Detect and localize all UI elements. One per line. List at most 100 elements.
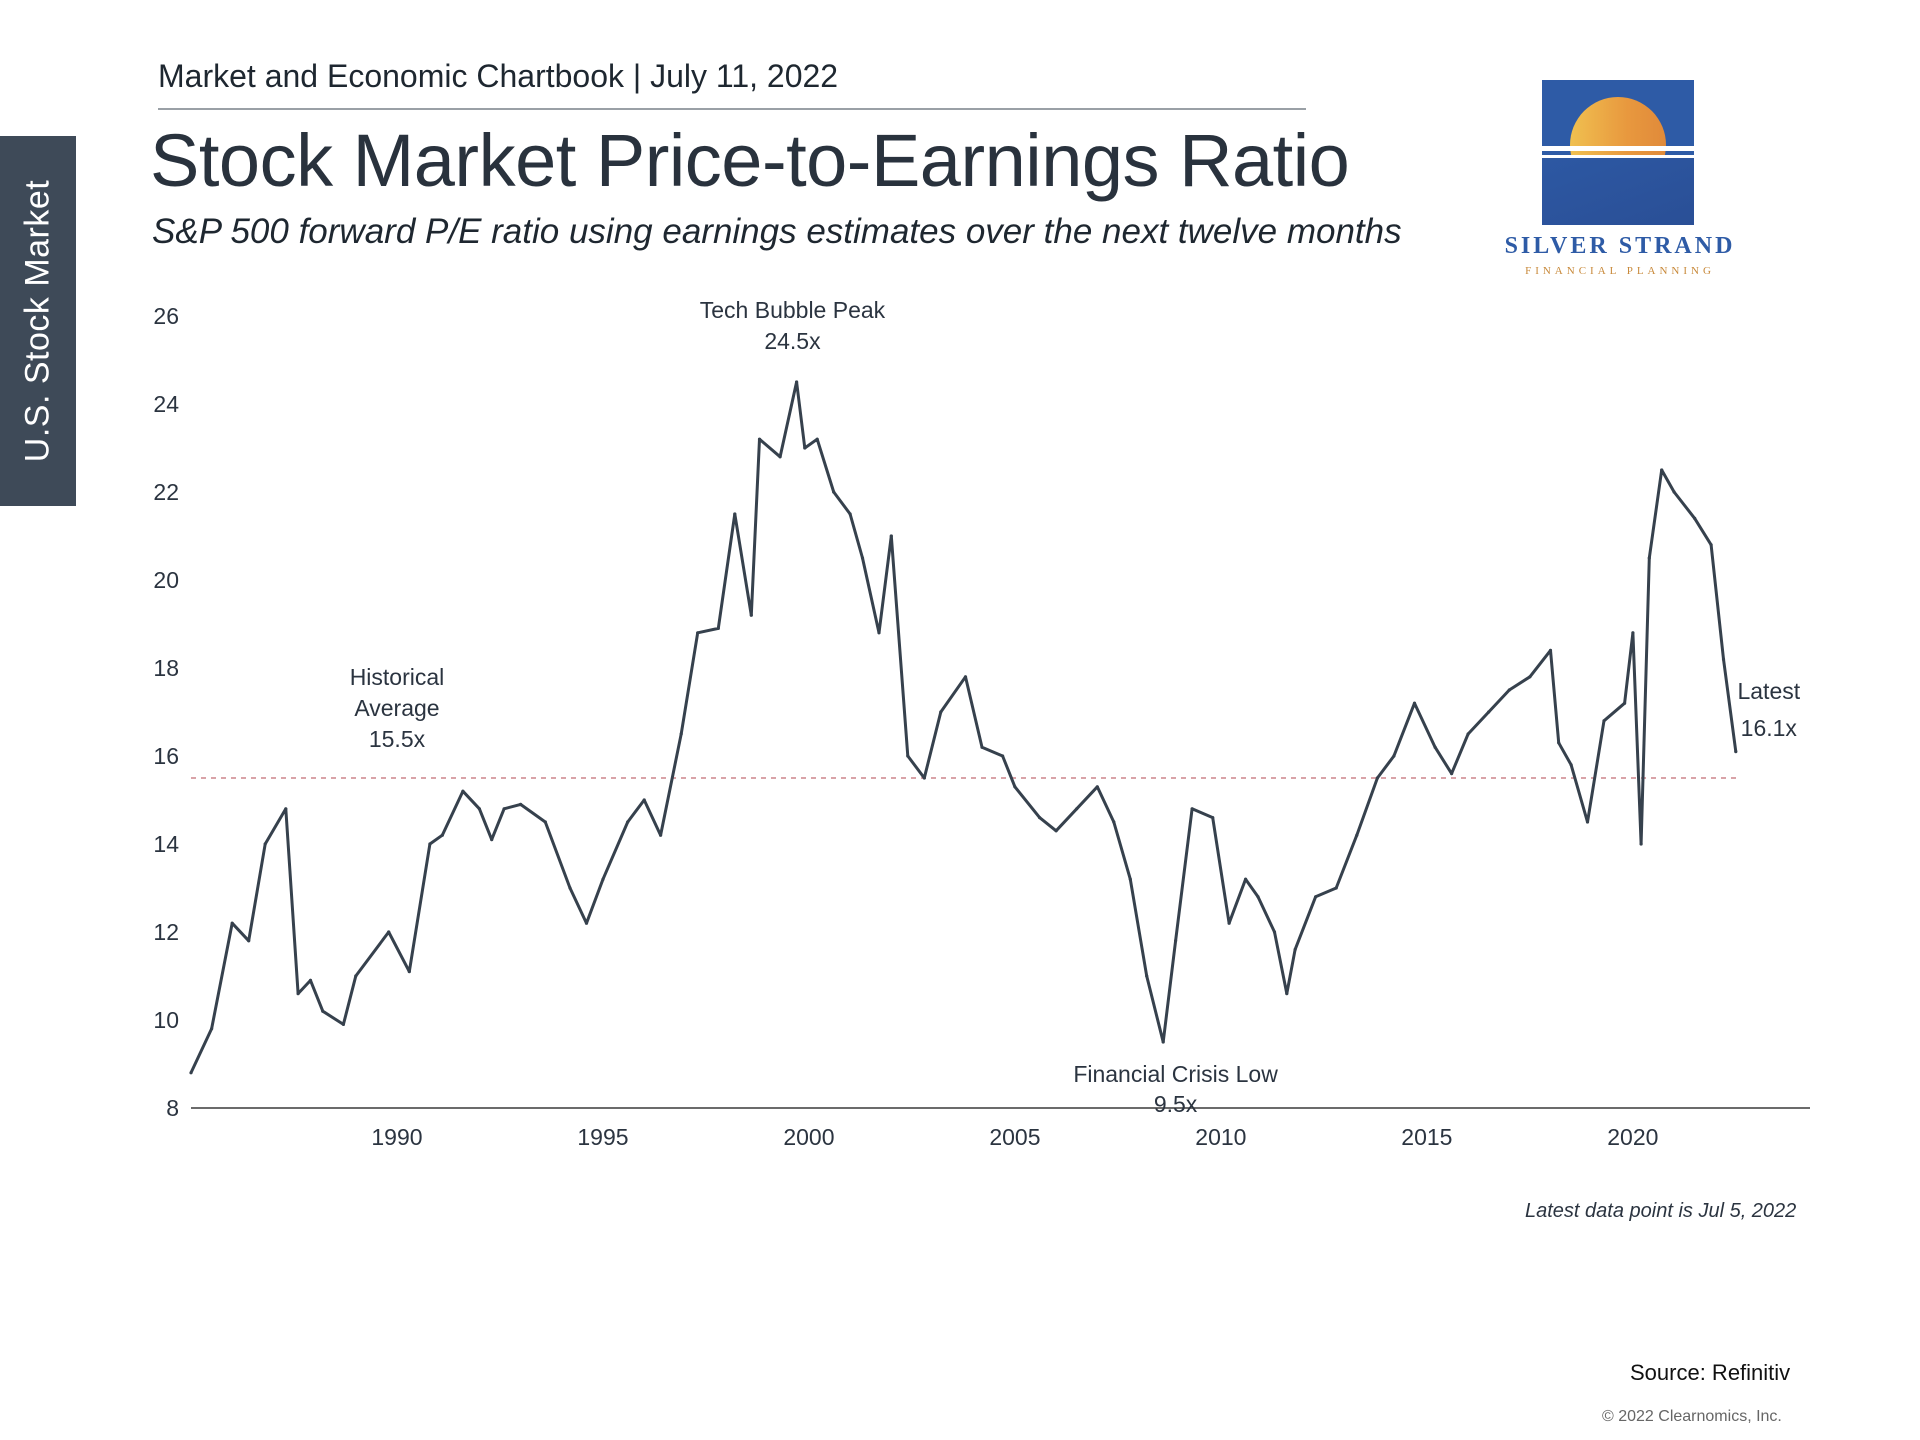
tech-bubble-peak-label: Tech Bubble Peak <box>700 297 886 323</box>
x-tick-label: 2000 <box>783 1124 834 1150</box>
header-line: Market and Economic Chartbook | July 11,… <box>158 58 839 94</box>
pe-data-point <box>757 437 762 441</box>
pe-data-point <box>1334 886 1338 890</box>
pe-data-point <box>922 776 926 780</box>
pe-data-point <box>642 798 646 802</box>
pe-data-point <box>440 833 444 837</box>
y-tick-label: 18 <box>153 655 179 681</box>
pe-data-point <box>626 820 630 824</box>
pe-data-point <box>1507 688 1511 692</box>
logo-subtitle: FINANCIAL PLANNING <box>1525 265 1715 277</box>
pe-data-point <box>1095 785 1099 789</box>
pe-data-point <box>1314 895 1318 899</box>
pe-data-point <box>696 631 700 635</box>
pe-data-point <box>1272 930 1277 934</box>
logo-name: SILVER STRAND <box>1504 233 1736 259</box>
pe-data-point <box>1190 807 1194 811</box>
pe-data-point <box>308 978 313 983</box>
pe-data-point <box>1227 921 1231 925</box>
x-tick-label: 2020 <box>1607 1124 1658 1150</box>
pe-data-point <box>461 789 465 793</box>
pe-data-point <box>860 556 865 560</box>
y-tick-label: 20 <box>153 567 179 593</box>
x-axis: 1990 1995 2000 2005 2010 2015 2020 <box>371 1124 1658 1150</box>
pe-data-point <box>210 1027 214 1031</box>
y-tick-label: 12 <box>153 919 179 945</box>
pe-data-point <box>1569 763 1573 767</box>
pe-data-point <box>502 807 506 811</box>
pe-data-point <box>263 842 267 846</box>
pe-data-point <box>1693 516 1697 521</box>
y-tick-label: 26 <box>153 303 179 329</box>
pe-data-point <box>189 1071 193 1075</box>
pe-data-point <box>980 745 984 749</box>
x-tick-label: 2010 <box>1195 1124 1246 1150</box>
pe-data-point <box>1734 750 1738 754</box>
pe-data-point <box>1001 754 1005 758</box>
pe-data-point <box>963 675 968 679</box>
y-tick-label: 14 <box>153 831 179 857</box>
pe-data-point <box>247 939 251 943</box>
pe-data-point <box>832 490 836 494</box>
pe-data-point <box>1075 807 1079 811</box>
pe-data-point <box>815 437 819 441</box>
side-section-tab: U.S. Stock Market <box>0 136 76 506</box>
tech-bubble-peak-value: 24.5x <box>764 328 821 354</box>
financial-crisis-low-value: 9.5x <box>1154 1091 1198 1117</box>
pe-data-point <box>716 626 720 631</box>
pe-data-point <box>778 455 782 459</box>
pe-data-point <box>1487 710 1491 714</box>
pe-data-point <box>519 802 523 807</box>
pe-data-point <box>1548 648 1553 653</box>
pe-data-point <box>1602 719 1606 723</box>
y-tick-label: 16 <box>153 743 179 769</box>
pe-data-point <box>877 631 881 635</box>
pe-data-point <box>568 886 572 890</box>
pe-data-point <box>284 807 288 811</box>
pe-data-point <box>1038 816 1042 820</box>
pe-data-point <box>1285 992 1289 996</box>
pe-data-point <box>1392 754 1396 758</box>
pe-data-point <box>733 512 737 516</box>
y-axis: 8 10 12 14 16 18 20 22 24 26 <box>153 303 179 1121</box>
pe-data-point <box>407 970 411 974</box>
pe-data-point <box>1355 833 1359 837</box>
pe-data-point <box>848 512 852 516</box>
x-tick-label: 1995 <box>577 1124 628 1150</box>
pe-data-point <box>1721 657 1726 661</box>
pe-data-point <box>354 974 358 978</box>
historical-average-label-line2: Average <box>354 695 439 721</box>
pe-data-point <box>1660 468 1664 472</box>
pe-data-point <box>543 820 547 824</box>
pe-data-point <box>1709 543 1713 547</box>
y-tick-label: 22 <box>153 479 179 505</box>
pe-data-point <box>1631 631 1635 635</box>
pe-data-point <box>601 877 605 881</box>
pe-data-point <box>1145 974 1149 978</box>
pe-data-point <box>1585 820 1590 824</box>
pe-data-point <box>795 380 799 384</box>
x-tick-label: 2015 <box>1401 1124 1452 1150</box>
historical-average-value: 15.5x <box>369 726 426 752</box>
pe-data-point <box>906 754 910 758</box>
pe-data-point <box>387 930 391 934</box>
pe-data-point <box>1450 772 1454 776</box>
pe-data-point <box>296 992 300 996</box>
pe-data-point <box>1128 877 1132 881</box>
pe-data-point <box>1112 820 1116 824</box>
pe-data-point <box>1174 939 1178 943</box>
pe-data-point <box>490 838 494 842</box>
pe-data-point <box>1256 895 1260 899</box>
pe-data-point <box>1161 1040 1165 1044</box>
pe-data-point <box>1639 842 1643 846</box>
header-divider <box>158 108 1306 110</box>
y-tick-label: 10 <box>153 1007 179 1033</box>
pe-data-point <box>321 1009 325 1013</box>
y-tick-label: 24 <box>153 391 179 417</box>
pe-data-point <box>477 807 481 811</box>
pe-data-point <box>659 833 663 837</box>
pe-data-point <box>1211 816 1215 820</box>
y-tick-label: 8 <box>166 1095 179 1121</box>
latest-value: 16.1x <box>1741 715 1798 741</box>
copyright: © 2022 Clearnomics, Inc. <box>1602 1408 1782 1425</box>
